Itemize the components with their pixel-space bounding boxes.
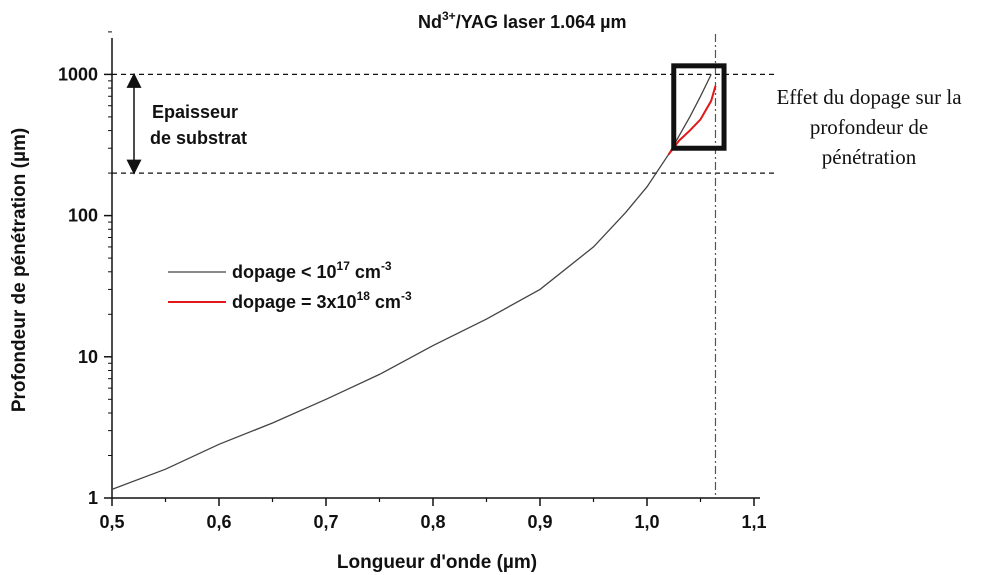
legend-label-doped: dopage = 3x1018 cm-3 xyxy=(232,289,412,312)
y-axis-title: Profondeur de pénétration (µm) xyxy=(9,128,30,412)
y-tick-label: 10 xyxy=(78,347,98,367)
y-tick-label: 100 xyxy=(68,206,98,226)
effect-label-line2: profondeur de xyxy=(810,115,928,139)
effect-label-line3: pénétration xyxy=(822,145,917,169)
series-line-doped xyxy=(667,85,717,156)
laser-label-nd: Nd xyxy=(418,12,442,32)
laser-label: Nd3+/YAG laser 1.064 µm xyxy=(418,9,627,32)
effect-label-line1: Effet du dopage sur la xyxy=(776,85,962,109)
x-tick-label: 0,9 xyxy=(527,512,552,532)
laser-label-superscript: 3+ xyxy=(442,9,456,23)
legend-label-undoped: dopage < 1017 cm-3 xyxy=(232,259,392,282)
x-tick-label: 1,0 xyxy=(634,512,659,532)
substrate-label-line1: Epaisseur xyxy=(152,102,238,122)
x-tick-label: 1,1 xyxy=(741,512,766,532)
series-line-undoped xyxy=(111,74,712,491)
x-tick-label: 0,6 xyxy=(206,512,231,532)
legend: dopage < 1017 cm-3 dopage = 3x1018 cm-3 xyxy=(168,259,412,312)
axis-ticks: 0,5 0,6 0,7 0,8 0,9 1,0 1,1 1 10 100 1000 xyxy=(58,31,767,532)
y-tick-label: 1 xyxy=(88,488,98,508)
x-tick-label: 0,7 xyxy=(313,512,338,532)
x-tick-label: 0,5 xyxy=(99,512,124,532)
x-axis-title: Longueur d'onde (µm) xyxy=(337,552,537,573)
substrate-label-line2: de substrat xyxy=(150,128,247,148)
y-tick-label: 1000 xyxy=(58,64,98,84)
zoom-highlight-box xyxy=(671,63,727,151)
laser-label-rest: /YAG laser 1.064 µm xyxy=(456,12,627,32)
x-tick-label: 0,8 xyxy=(420,512,445,532)
